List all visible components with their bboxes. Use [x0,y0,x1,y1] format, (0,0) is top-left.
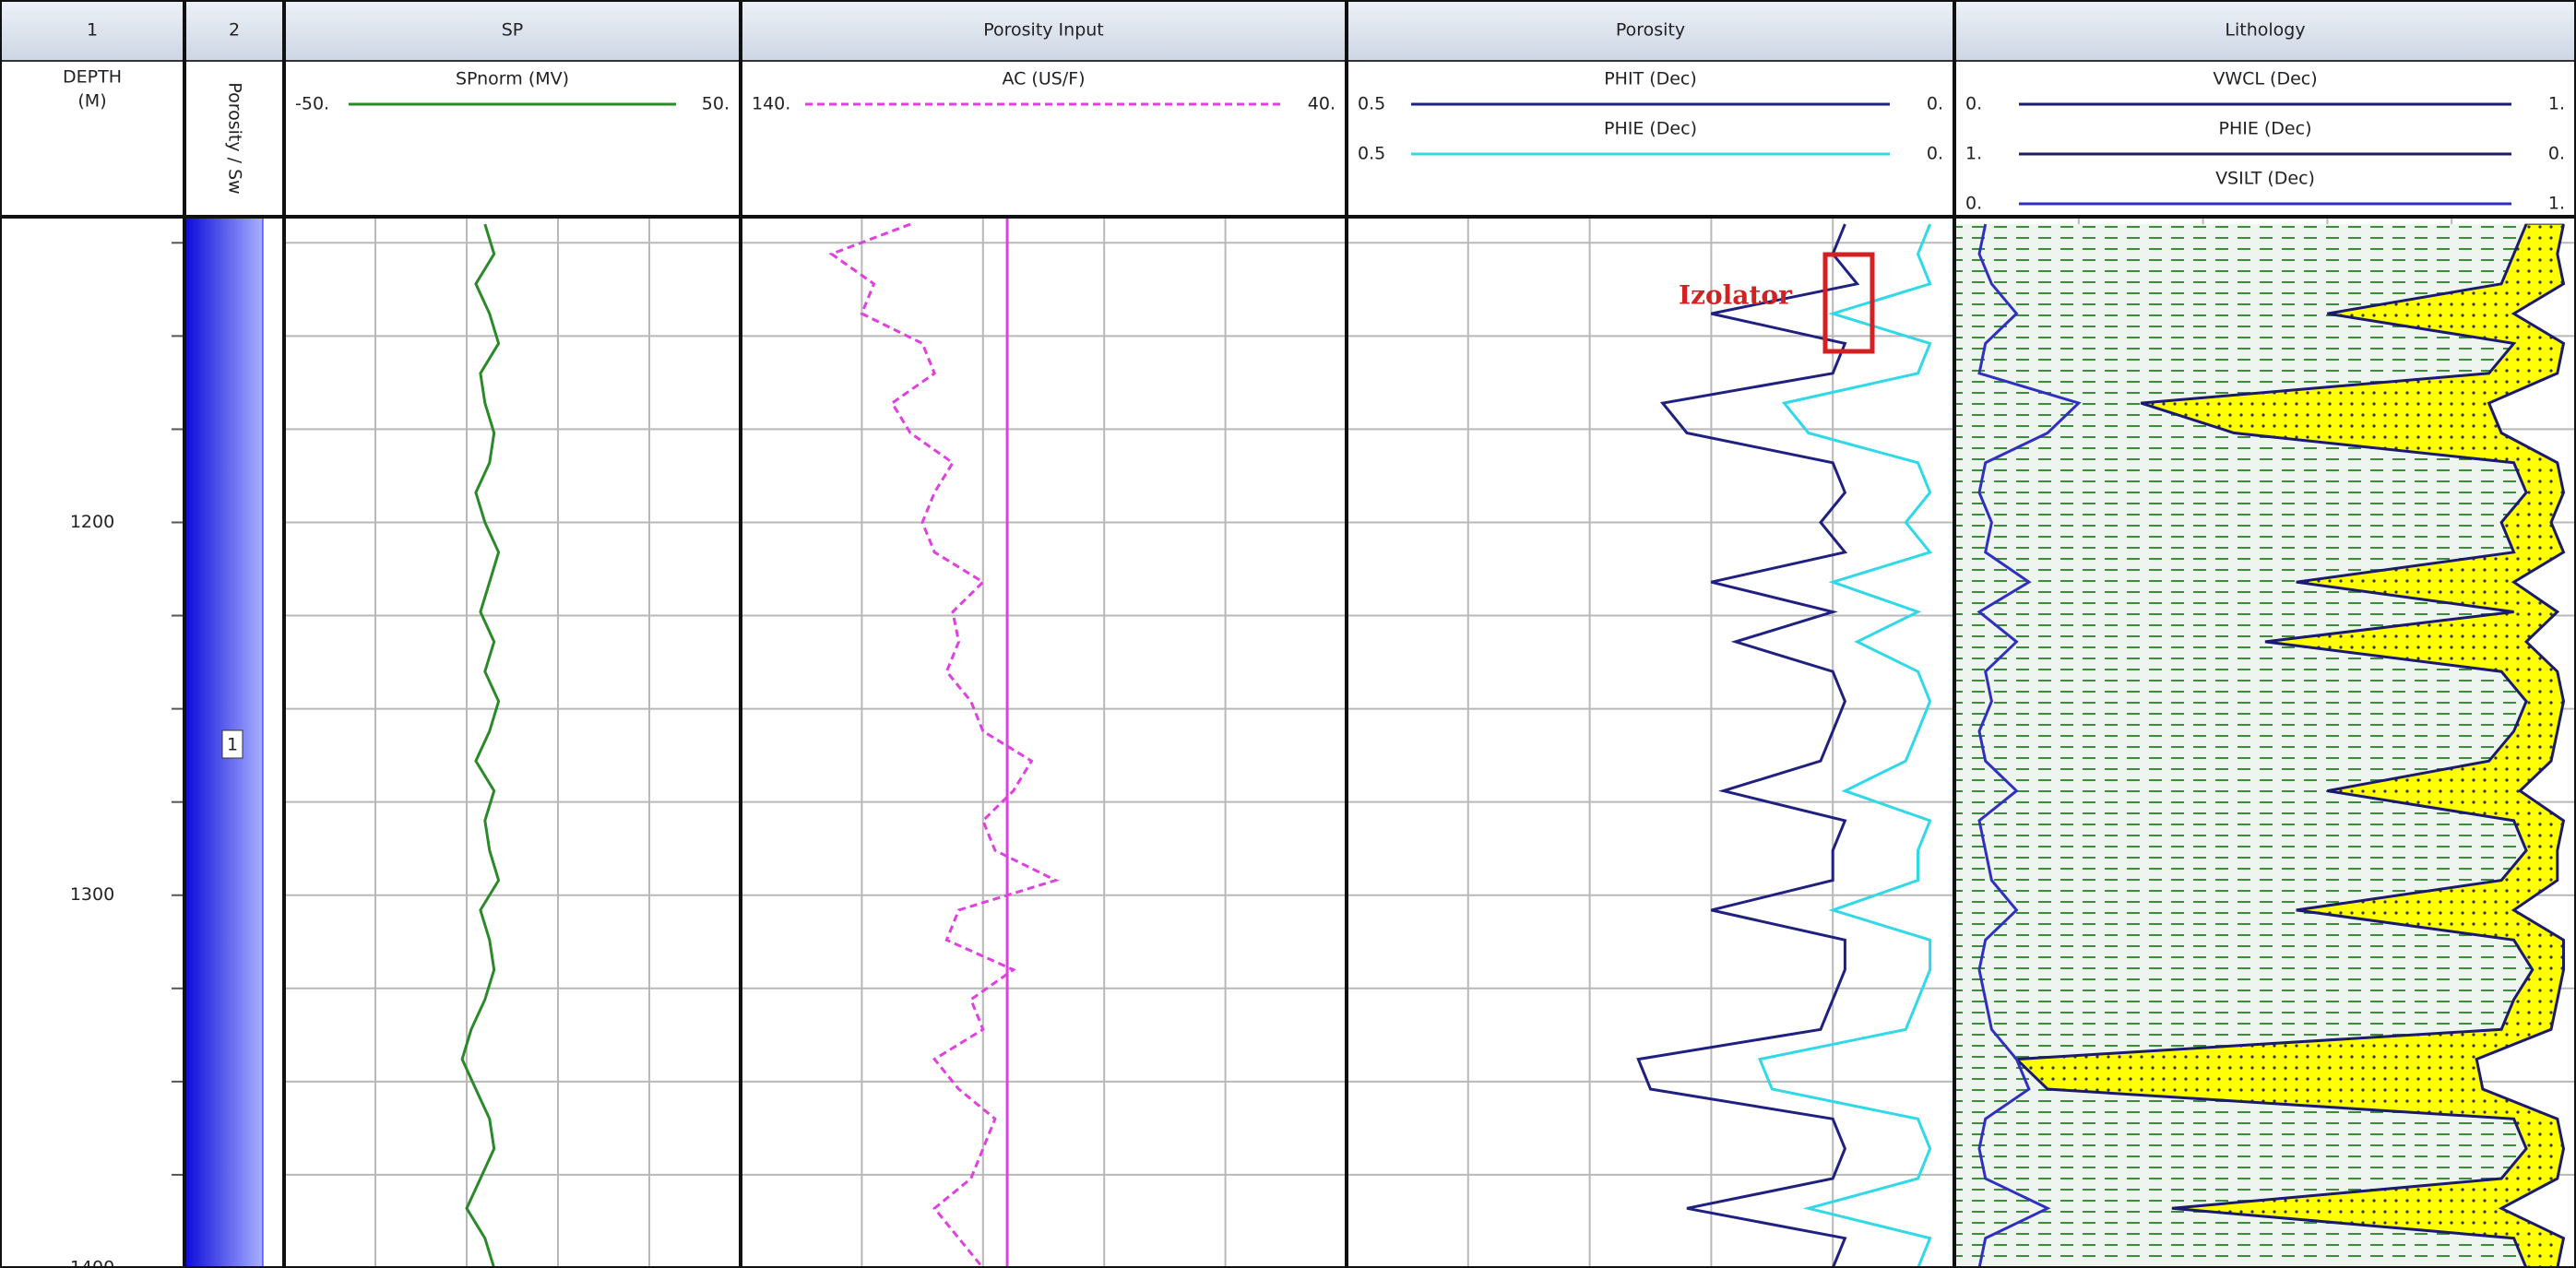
depth-label: 1400 [70,1258,114,1268]
track-title: Porosity Input [983,20,1104,41]
zone-label-box [221,729,243,759]
curve [2012,223,2534,1268]
track-title: Porosity [1616,20,1685,41]
scale-left: 0. [1965,194,1982,214]
scale-left: 140. [752,94,790,114]
scale-left: 0. [1965,94,1982,114]
legend-name: PHIE (Dec) [2219,119,2312,139]
scale-left: -50. [295,94,329,114]
scale-left: 1. [1965,144,1982,164]
scale-right: 0. [2548,144,2565,164]
scale-right: 50. [702,94,730,114]
scale-right: 1. [2548,94,2565,114]
scale-right: 40. [1308,94,1335,114]
legend-name: VWCL (Dec) [2213,69,2317,89]
depth-title: DEPTH [63,67,122,88]
scale-right: 0. [1927,144,1943,164]
legend-name: SPnorm (MV) [456,69,569,89]
curve [460,223,501,1268]
scale-left: 0.5 [1358,94,1385,114]
depth-label: 1300 [70,884,114,905]
depth-label: 1200 [70,512,114,532]
curve [2475,223,2566,1268]
legend-name: PHIE (Dec) [1604,119,1697,139]
scale-right: 1. [2548,194,2565,214]
shale-fill [1954,224,2533,1268]
track-title: SP [502,20,524,41]
legend-name: PHIT (Dec) [1604,69,1697,89]
curve [1758,223,1933,1268]
zone-title: Porosity / Sw [225,82,245,194]
legend-name: AC (US/F) [1002,69,1085,89]
header-row [0,0,2576,61]
legend-name: VSILT (Dec) [2215,169,2315,189]
annotation: Izolator [1679,280,1793,311]
column-header: 2 [229,20,240,41]
track-title: Lithology [2225,20,2305,41]
column-header: 1 [87,20,98,41]
curve [1636,223,1860,1268]
scale-left: 0.5 [1358,144,1385,164]
depth-unit: (M) [77,91,106,112]
annotation-box [1822,252,1875,354]
curve [1977,223,2082,1268]
scale-right: 0. [1927,94,1943,114]
curve [828,222,1060,1268]
zone-label: 1 [227,735,238,755]
